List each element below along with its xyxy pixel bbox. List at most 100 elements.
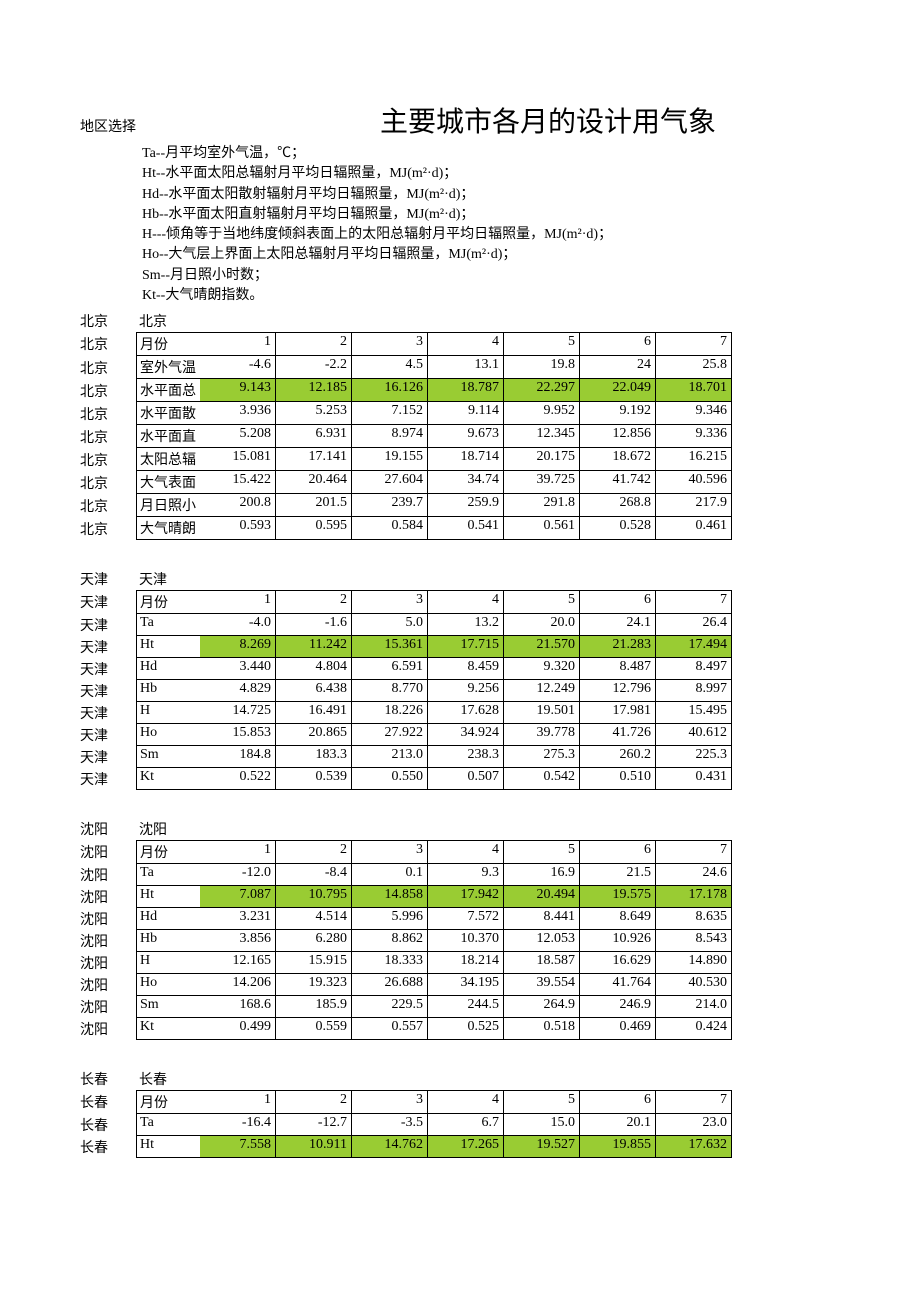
value-cell: 13.1 xyxy=(428,356,504,379)
legend-line: Ta--月平均室外气温，℃； xyxy=(142,144,880,164)
param-cell: 月份 xyxy=(136,590,200,614)
value-cell: 11.242 xyxy=(276,636,352,658)
value-cell: 15.853 xyxy=(200,724,276,746)
value-cell: 3 xyxy=(352,590,428,614)
value-cell: 0.584 xyxy=(352,517,428,540)
value-cell: 0.1 xyxy=(352,864,428,886)
value-cell: 7 xyxy=(656,1090,732,1114)
value-cell: 22.297 xyxy=(504,379,580,402)
value-cell: 0.431 xyxy=(656,768,732,790)
param-cell: 大气晴朗 xyxy=(136,517,200,540)
value-cell: 14.762 xyxy=(352,1136,428,1158)
value-cell: 9.952 xyxy=(504,402,580,425)
main-title: 主要城市各月的设计用气象 xyxy=(380,100,716,140)
value-cell: 5 xyxy=(504,590,580,614)
param-cell: 水平面直 xyxy=(136,425,200,448)
value-cell: 6.591 xyxy=(352,658,428,680)
param-cell: Sm xyxy=(136,746,200,768)
value-cell: 8.441 xyxy=(504,908,580,930)
param-cell: 月份 xyxy=(136,332,200,356)
table-row: 天津Kt0.5220.5390.5500.5070.5420.5100.431 xyxy=(80,768,880,790)
value-cell: 12.185 xyxy=(276,379,352,402)
table-row: 北京大气表面15.42220.46427.60434.7439.72541.74… xyxy=(80,471,880,494)
legend-line: Ht--水平面太阳总辐射月平均日辐照量，MJ(m²·d)； xyxy=(142,164,880,184)
value-cell: 3.856 xyxy=(200,930,276,952)
value-cell: 238.3 xyxy=(428,746,504,768)
city-label: 天津 xyxy=(80,658,136,680)
value-cell: 3.936 xyxy=(200,402,276,425)
param-cell: Hd xyxy=(136,658,200,680)
value-cell: 8.487 xyxy=(580,658,656,680)
value-cell: 17.942 xyxy=(428,886,504,908)
param-cell: Kt xyxy=(136,768,200,790)
value-cell: 21.283 xyxy=(580,636,656,658)
param-cell: 月日照小 xyxy=(136,494,200,517)
value-cell: 4.829 xyxy=(200,680,276,702)
value-cell: 18.587 xyxy=(504,952,580,974)
value-cell: 16.9 xyxy=(504,864,580,886)
param-cell: 月份 xyxy=(136,1090,200,1114)
value-cell: 20.175 xyxy=(504,448,580,471)
region-select-label: 地区选择 xyxy=(80,116,220,136)
value-cell: 217.9 xyxy=(656,494,732,517)
param-cell: 大气表面 xyxy=(136,471,200,494)
value-cell: 260.2 xyxy=(580,746,656,768)
value-cell: 18.672 xyxy=(580,448,656,471)
value-cell: 18.701 xyxy=(656,379,732,402)
city-label: 沈阳 xyxy=(80,840,136,864)
city-label: 长春 xyxy=(80,1136,136,1158)
value-cell: 40.596 xyxy=(656,471,732,494)
value-cell: 5.996 xyxy=(352,908,428,930)
value-cell: 4.514 xyxy=(276,908,352,930)
city-name: 天津 xyxy=(136,568,200,590)
value-cell: 18.226 xyxy=(352,702,428,724)
city-label: 北京 xyxy=(80,471,136,494)
value-cell: 0.522 xyxy=(200,768,276,790)
value-cell: 213.0 xyxy=(352,746,428,768)
value-cell: 16.629 xyxy=(580,952,656,974)
value-cell: 5.253 xyxy=(276,402,352,425)
value-cell: 291.8 xyxy=(504,494,580,517)
value-cell: 41.742 xyxy=(580,471,656,494)
value-cell: 264.9 xyxy=(504,996,580,1018)
value-cell: 10.370 xyxy=(428,930,504,952)
param-cell: Ho xyxy=(136,724,200,746)
value-cell: 17.141 xyxy=(276,448,352,471)
value-cell: 7 xyxy=(656,332,732,356)
value-cell: 15.495 xyxy=(656,702,732,724)
value-cell: 0.461 xyxy=(656,517,732,540)
legend-line: Ho--大气层上界面上太阳总辐射月平均日辐照量，MJ(m²·d)； xyxy=(142,245,880,265)
value-cell: 0.499 xyxy=(200,1018,276,1040)
city-label: 长春 xyxy=(80,1068,136,1090)
value-cell: 7.558 xyxy=(200,1136,276,1158)
value-cell: 7 xyxy=(656,590,732,614)
table-row: 沈阳Sm168.6185.9229.5244.5264.9246.9214.0 xyxy=(80,996,880,1018)
value-cell: 34.195 xyxy=(428,974,504,996)
param-cell: H xyxy=(136,952,200,974)
city-label: 天津 xyxy=(80,768,136,790)
value-cell: -12.7 xyxy=(276,1114,352,1136)
value-cell: 8.459 xyxy=(428,658,504,680)
value-cell: 7 xyxy=(656,840,732,864)
value-cell: 16.215 xyxy=(656,448,732,471)
value-cell: 20.494 xyxy=(504,886,580,908)
value-cell: 14.206 xyxy=(200,974,276,996)
header-row: 地区选择 主要城市各月的设计用气象 xyxy=(80,100,880,140)
value-cell: 0.510 xyxy=(580,768,656,790)
param-cell: Ta xyxy=(136,864,200,886)
city-label: 北京 xyxy=(80,425,136,448)
table-row: 天津Sm184.8183.3213.0238.3275.3260.2225.3 xyxy=(80,746,880,768)
value-cell: 268.8 xyxy=(580,494,656,517)
value-cell: 17.628 xyxy=(428,702,504,724)
value-cell: 9.346 xyxy=(656,402,732,425)
param-cell: 室外气温 xyxy=(136,356,200,379)
value-cell: 200.8 xyxy=(200,494,276,517)
value-cell: 21.570 xyxy=(504,636,580,658)
value-cell: 0.595 xyxy=(276,517,352,540)
value-cell: 39.725 xyxy=(504,471,580,494)
table-row: 沈阳Ht7.08710.79514.85817.94220.49419.5751… xyxy=(80,886,880,908)
value-cell: 8.497 xyxy=(656,658,732,680)
city-header-row: 天津天津 xyxy=(80,568,880,590)
value-cell: 17.632 xyxy=(656,1136,732,1158)
table-row: 北京太阳总辐15.08117.14119.15518.71420.17518.6… xyxy=(80,448,880,471)
